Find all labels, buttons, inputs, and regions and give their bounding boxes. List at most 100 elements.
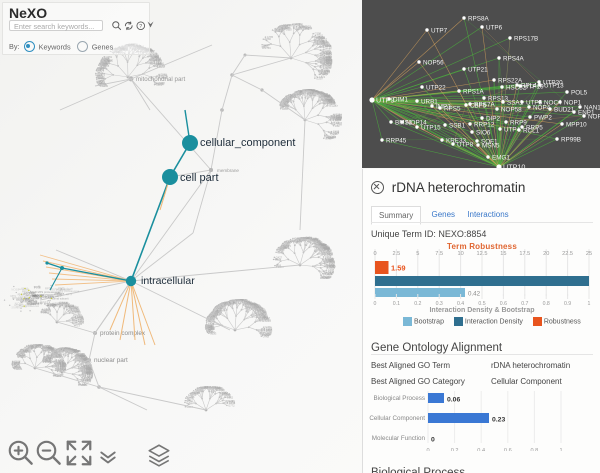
svg-text:G62: G62 (335, 124, 340, 128)
svg-text:RPS5: RPS5 (444, 105, 461, 112)
svg-text:NOP56: NOP56 (423, 59, 444, 66)
svg-text:G795: G795 (322, 276, 329, 280)
svg-text:membrane: membrane (217, 168, 239, 173)
svg-text:RRP45: RRP45 (386, 137, 407, 144)
svg-text:PSMD: PSMD (12, 306, 20, 310)
svg-text:G427: G427 (276, 255, 283, 259)
svg-text:G661: G661 (156, 83, 163, 87)
svg-text:12.5: 12.5 (477, 251, 488, 257)
svg-text:CBF5: CBF5 (470, 102, 487, 109)
svg-text:UTP8: UTP8 (457, 141, 474, 148)
svg-text:7.5: 7.5 (435, 251, 443, 257)
svg-text:G259: G259 (316, 76, 323, 80)
svg-text:NOP1: NOP1 (564, 99, 582, 106)
svg-text:RRP5: RRP5 (526, 124, 543, 131)
svg-text:PRE: PRE (34, 286, 42, 290)
svg-text:cell part: cell part (180, 172, 219, 184)
svg-text:?: ? (139, 24, 142, 30)
svg-text:RPS22A: RPS22A (498, 77, 523, 84)
svg-text:G785: G785 (267, 35, 274, 39)
svg-text:RPS1A: RPS1A (22, 289, 32, 293)
svg-text:NAN1: NAN1 (584, 104, 600, 111)
svg-text:1: 1 (559, 448, 562, 451)
svg-text:SSB1: SSB1 (449, 122, 466, 129)
svg-text:NOB1: NOB1 (30, 294, 38, 298)
svg-text:UTP15: UTP15 (421, 124, 441, 131)
svg-text:RPS8A: RPS8A (468, 15, 489, 22)
svg-text:0: 0 (426, 448, 429, 451)
svg-text:G84: G84 (307, 26, 312, 30)
svg-text:PWP2: PWP2 (534, 114, 552, 121)
svg-text:G398: G398 (19, 353, 26, 357)
svg-text:G228: G228 (263, 43, 270, 47)
svg-text:15: 15 (500, 251, 506, 257)
svg-text:2.5: 2.5 (393, 251, 401, 257)
svg-text:G3: G3 (76, 324, 80, 328)
svg-text:RPS4A: RPS4A (503, 55, 524, 62)
svg-text:cellular_component: cellular_component (200, 137, 295, 149)
svg-text:NOP6: NOP6 (588, 113, 600, 120)
svg-text:RPS17B: RPS17B (514, 35, 538, 42)
svg-text:UTP9: UTP9 (376, 95, 394, 104)
svg-text:5: 5 (416, 251, 419, 257)
svg-text:MSN5: MSN5 (482, 142, 500, 149)
svg-text:RPT4: RPT4 (66, 293, 73, 296)
svg-text:UTP5: UTP5 (526, 99, 543, 106)
svg-text:RPN: RPN (36, 302, 42, 306)
svg-text:protein complex: protein complex (100, 330, 146, 337)
svg-text:RRP12: RRP12 (474, 121, 495, 128)
svg-text:G257: G257 (331, 104, 338, 108)
svg-text:Molecular Function: Molecular Function (372, 435, 426, 442)
svg-text:SIO6: SIO6 (476, 129, 491, 136)
svg-text:0.2: 0.2 (451, 448, 459, 451)
svg-text:G730: G730 (207, 324, 214, 328)
svg-text:EMG1: EMG1 (492, 154, 510, 161)
svg-text:UTP6: UTP6 (486, 24, 503, 31)
svg-text:0.23: 0.23 (492, 417, 505, 424)
svg-text:DIM1: DIM1 (393, 96, 409, 103)
svg-text:17.5: 17.5 (519, 251, 530, 257)
svg-text:G772: G772 (228, 403, 235, 407)
svg-text:UTP21: UTP21 (468, 66, 488, 73)
svg-text:MPP10: MPP10 (566, 121, 587, 128)
svg-text:DIP2: DIP2 (486, 115, 500, 122)
svg-text:RPS13: RPS13 (488, 95, 508, 102)
svg-text:0: 0 (431, 437, 435, 444)
svg-text:BMS1: BMS1 (395, 119, 413, 126)
svg-text:25: 25 (586, 251, 592, 257)
svg-text:G212: G212 (14, 359, 21, 363)
svg-text:BUD21: BUD21 (554, 106, 575, 113)
svg-text:0.8: 0.8 (531, 448, 539, 451)
svg-text:0: 0 (373, 251, 376, 257)
svg-text:UTP22: UTP22 (426, 84, 446, 91)
svg-text:UTP19: UTP19 (524, 83, 544, 90)
svg-text:UTP10: UTP10 (503, 162, 525, 168)
svg-text:G569: G569 (106, 55, 113, 59)
svg-text:26S proteasome: 26S proteasome (58, 305, 79, 309)
svg-text:0.06: 0.06 (447, 397, 460, 404)
svg-text:G762: G762 (263, 334, 270, 338)
svg-text:POL5: POL5 (571, 89, 588, 96)
svg-text:nuclear part: nuclear part (94, 357, 128, 364)
svg-text:intracellular: intracellular (141, 275, 195, 287)
svg-text:G873: G873 (323, 70, 330, 74)
svg-text:0.4: 0.4 (477, 448, 485, 451)
svg-text:G846: G846 (264, 319, 271, 323)
svg-text:G430: G430 (154, 58, 161, 62)
svg-text:1.59: 1.59 (391, 264, 406, 273)
svg-text:10: 10 (457, 251, 463, 257)
svg-text:UTP20: UTP20 (543, 79, 563, 86)
svg-text:Biological Process: Biological Process (374, 395, 425, 402)
svg-text:G960: G960 (325, 136, 332, 140)
svg-text:UTP7: UTP7 (431, 27, 448, 34)
svg-text:NOB1: NOB1 (11, 287, 19, 291)
svg-text:G29: G29 (226, 395, 231, 399)
svg-text:RP99B: RP99B (561, 136, 581, 143)
svg-text:22.5: 22.5 (562, 251, 573, 257)
svg-text:RPS1A: RPS1A (463, 88, 484, 95)
svg-text:NOP58: NOP58 (501, 106, 522, 113)
svg-text:URB1: URB1 (421, 98, 438, 105)
svg-text:NOB1: NOB1 (41, 295, 49, 299)
svg-text:RRP9: RRP9 (510, 119, 527, 126)
svg-text:G552: G552 (329, 265, 336, 269)
